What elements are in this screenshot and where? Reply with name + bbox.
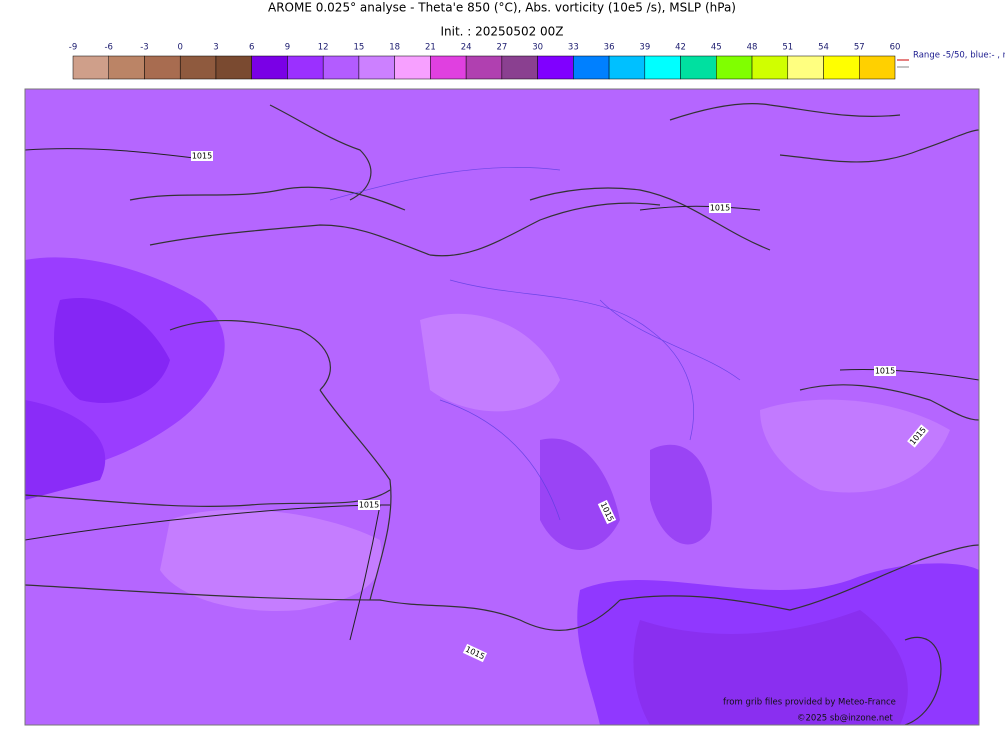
colorbar-tick-label: 3 xyxy=(213,43,218,53)
colorbar-swatch xyxy=(751,55,789,80)
colorbar-tick-label: 48 xyxy=(747,43,758,53)
isobar-label: 1015 xyxy=(709,203,731,213)
isobar-label-text: 1015 xyxy=(192,152,212,161)
isobar-label-bg xyxy=(874,366,896,376)
colorbar-swatch xyxy=(251,55,288,80)
isobar-label: 1015 xyxy=(874,366,896,376)
colorbar-swatch xyxy=(608,55,646,80)
colorbar-swatch xyxy=(823,55,860,80)
colorbar-tick-label: 6 xyxy=(249,43,254,53)
colorbar-tick-label: 21 xyxy=(425,43,436,53)
colorbar-swatch xyxy=(394,55,431,80)
coastlines xyxy=(25,103,979,725)
colorbar-tick-label: 27 xyxy=(496,43,507,53)
colorbar-swatch xyxy=(72,55,109,80)
field-region xyxy=(420,313,560,412)
field-region xyxy=(160,509,382,611)
colorbar-swatch xyxy=(358,55,395,80)
vorticity-contours xyxy=(329,166,741,521)
colorbar-tick-label: 39 xyxy=(639,43,650,53)
isobar-label: 1015 xyxy=(358,500,380,510)
isobar-label-text: 1015 xyxy=(710,204,730,213)
isobars xyxy=(25,148,979,641)
colorbar: -9 -6 -3 0 3 6 9 12 15 18 21 24 27 30 33 36 39 42 45 48 51 54… xyxy=(69,43,901,80)
field-region xyxy=(650,444,712,545)
isobar-label-bg xyxy=(462,643,488,663)
colorbar-tick-label: 36 xyxy=(604,43,615,53)
colorbar-tick-label: 42 xyxy=(675,43,686,53)
field-region xyxy=(633,610,908,725)
colorbar-swatch xyxy=(215,55,252,80)
colorbar-tick-label: -3 xyxy=(140,43,148,53)
colorbar-swatch xyxy=(787,55,824,80)
isobar-label-bg xyxy=(358,500,380,510)
colorbar-swatch xyxy=(537,55,574,80)
range-note: Range -5/50, blue:- , r xyxy=(913,51,1005,61)
isobar-label-text: 1015 xyxy=(359,501,379,510)
field-region xyxy=(54,298,170,404)
isobar-label: 1015 xyxy=(191,151,213,161)
field-region xyxy=(760,399,950,493)
colorbar-swatch xyxy=(465,55,503,80)
colorbar-swatch xyxy=(680,55,717,80)
colorbar-swatch xyxy=(573,55,610,80)
colorbar-swatch xyxy=(430,55,467,80)
colorbar-swatch xyxy=(644,55,681,80)
colorbar-tick-label: 12 xyxy=(318,43,329,53)
colorbar-tick-label: 60 xyxy=(890,43,901,53)
field-region xyxy=(540,438,620,550)
colorbar-tick-label: 45 xyxy=(711,43,722,53)
colorbar-swatch xyxy=(501,55,538,80)
colorbar-swatch xyxy=(287,55,324,80)
colorbar-tick-label: 15 xyxy=(353,43,364,53)
colorbar-tick-label: 9 xyxy=(285,43,290,53)
isobar-label-bg xyxy=(709,203,731,213)
isobar-label-bg xyxy=(907,424,929,448)
colorbar-tick-label: 54 xyxy=(818,43,829,53)
colorbar-tick-label: 18 xyxy=(389,43,400,53)
isobar-label-bg xyxy=(597,499,617,525)
colorbar-tick-label: 51 xyxy=(782,43,793,53)
title: AROME 0.025° analyse - Theta'e 850 (°C),… xyxy=(268,1,736,15)
init-time: Init. : 20250502 00Z xyxy=(440,25,563,39)
colorbar-tick-label: -6 xyxy=(104,43,112,53)
colorbar-tick-label: 30 xyxy=(532,43,543,53)
map xyxy=(25,89,979,725)
colorbar-tick-label: 24 xyxy=(461,43,472,53)
source-credit: from grib files provided by Meteo-France xyxy=(723,698,896,708)
colorbar-swatch xyxy=(144,55,181,80)
colorbar-swatch xyxy=(179,55,217,80)
colorbar-tick-label: -9 xyxy=(69,43,77,53)
field-region xyxy=(25,400,106,500)
colorbar-tick-label: 57 xyxy=(854,43,865,53)
isobar-label-text: 1015 xyxy=(875,367,895,376)
colorbar-swatch xyxy=(108,55,145,80)
colorbar-tick-label: 0 xyxy=(178,43,183,53)
map-frame xyxy=(24,88,980,726)
colorbar-tick-label: 33 xyxy=(568,43,579,53)
colorbar-swatch xyxy=(859,55,896,80)
copyright: ©2025 sb@inzone.net xyxy=(797,714,894,724)
colorbar-swatch xyxy=(716,55,753,80)
colorbar-swatch xyxy=(322,55,360,80)
isobar-label-bg xyxy=(191,151,213,161)
